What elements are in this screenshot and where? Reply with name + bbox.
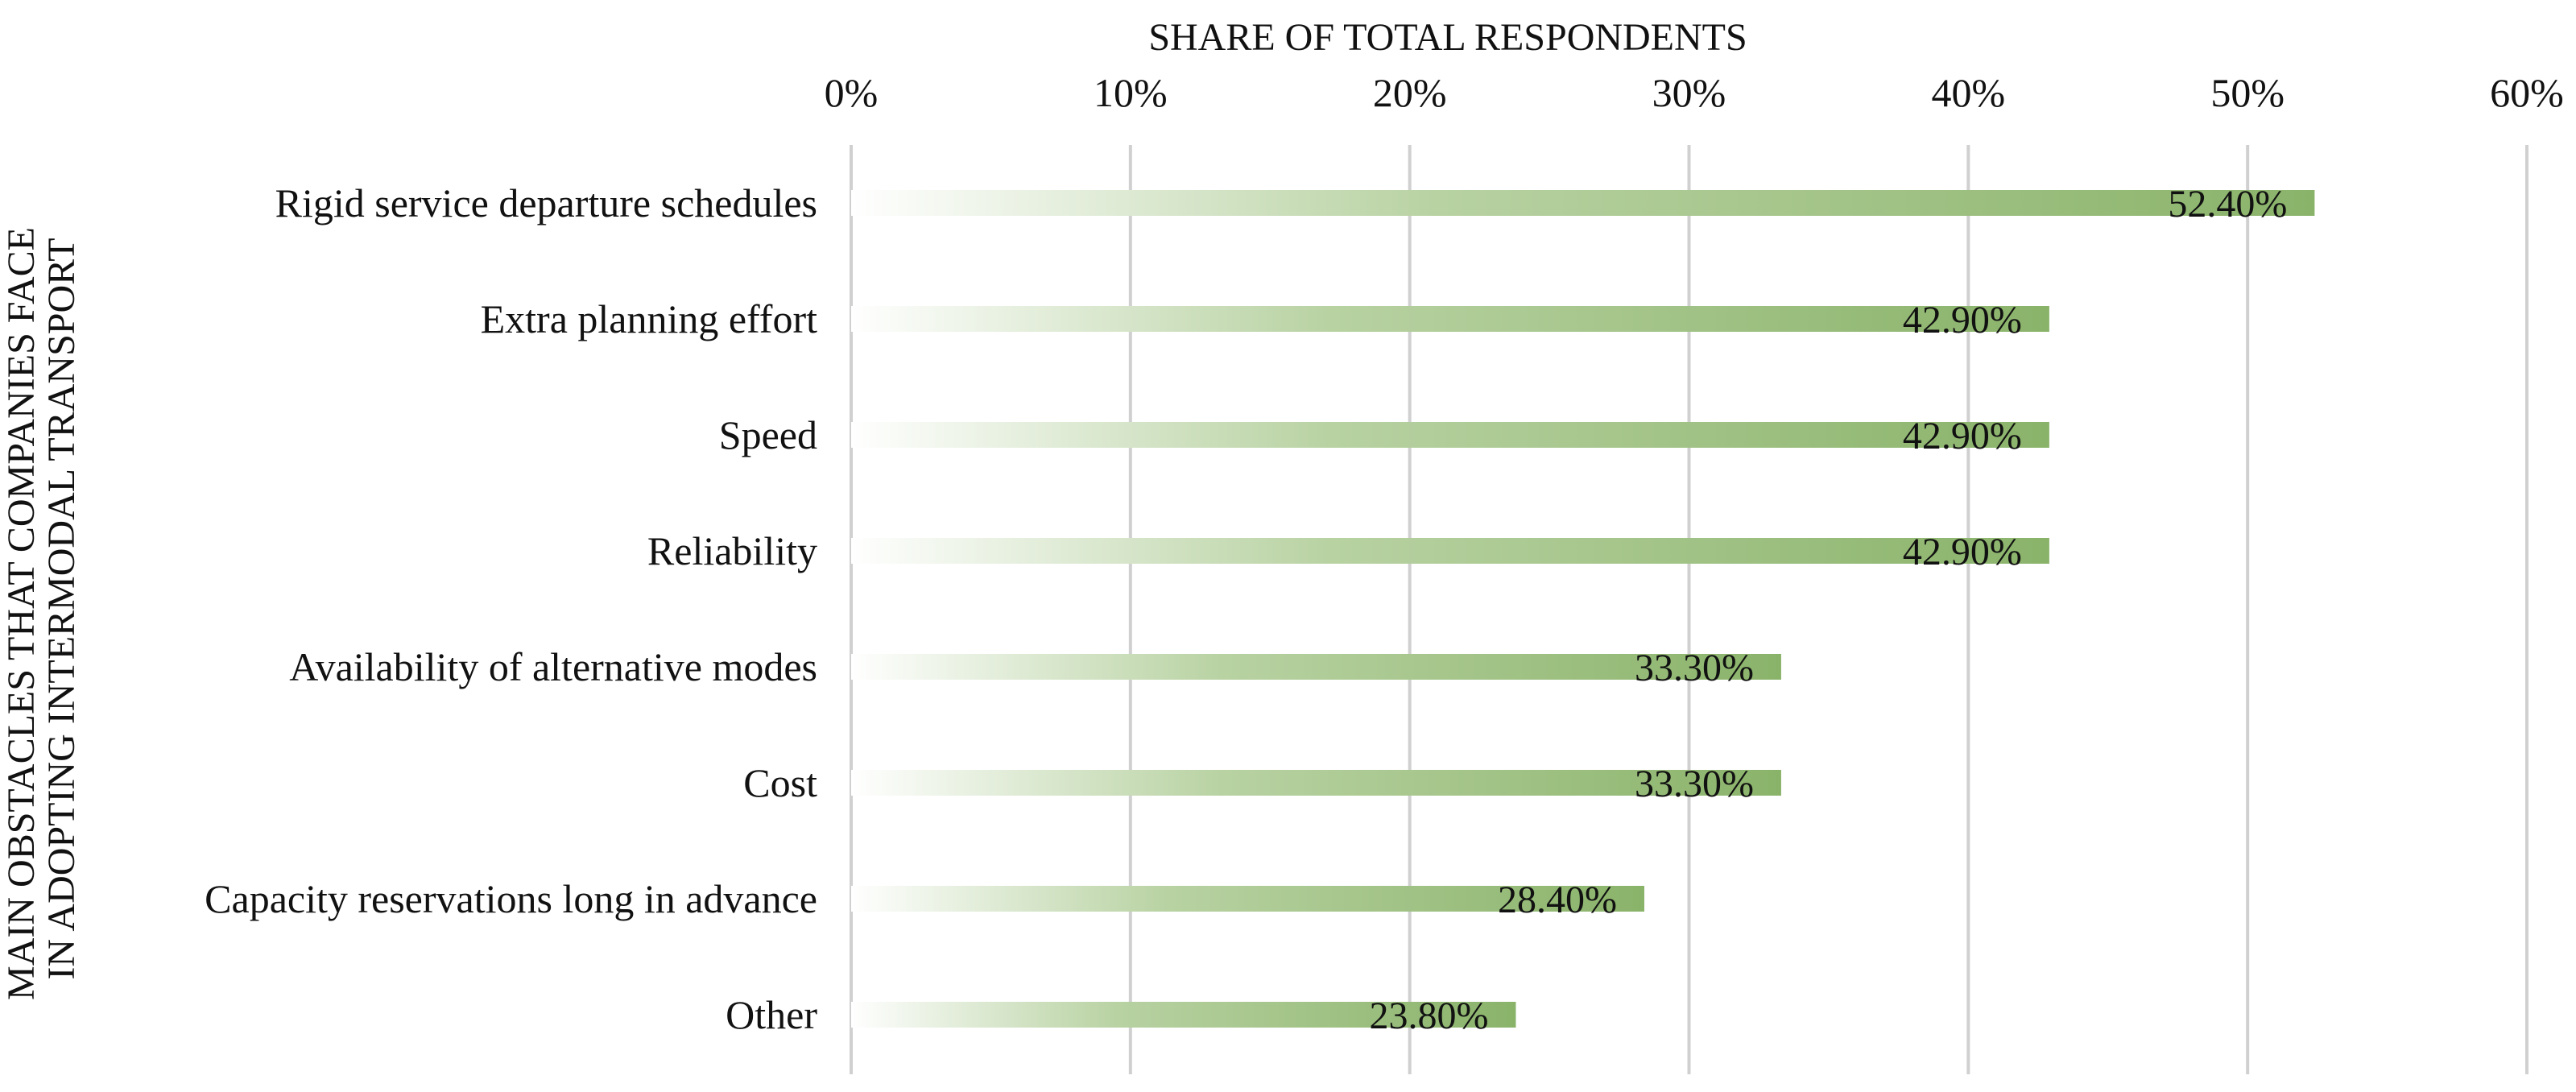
data-label: 52.40% <box>2168 183 2287 225</box>
bar <box>851 886 1645 912</box>
x-axis-title: SHARE OF TOTAL RESPONDENTS <box>1148 16 1747 59</box>
category-label: Rigid service departure schedules <box>275 180 817 225</box>
category-label: Availability of alternative modes <box>289 644 817 689</box>
bar <box>851 1002 1516 1028</box>
x-tick-label: 20% <box>1373 70 1447 115</box>
data-label: 42.90% <box>1903 531 2022 573</box>
bar <box>851 770 1781 796</box>
x-tick-label: 30% <box>1652 70 1726 115</box>
x-tick-label: 10% <box>1094 70 1168 115</box>
category-label: Reliability <box>647 528 817 573</box>
data-label: 42.90% <box>1903 299 2022 341</box>
data-label: 42.90% <box>1903 415 2022 457</box>
data-label: 33.30% <box>1635 763 1754 805</box>
x-tick-label: 40% <box>1932 70 2006 115</box>
bar <box>851 306 2049 332</box>
bar <box>851 422 2049 448</box>
category-label: Cost <box>743 760 817 805</box>
category-label: Capacity reservations long in advance <box>205 876 817 921</box>
y-axis-title: MAIN OBSTACLES THAT COMPANIES FACE IN AD… <box>0 217 83 1000</box>
y-axis-title-line-2: IN ADOPTING INTERMODAL TRANSPORT <box>40 238 83 979</box>
category-label: Other <box>726 992 817 1037</box>
category-label: Extra planning effort <box>481 296 817 341</box>
category-label: Speed <box>719 412 817 457</box>
bar <box>851 654 1781 680</box>
bar <box>851 538 2049 564</box>
data-label: 28.40% <box>1498 879 1617 921</box>
x-tick-label: 50% <box>2210 70 2284 115</box>
x-tick-label: 60% <box>2490 70 2564 115</box>
bar <box>851 190 2315 216</box>
data-label: 33.30% <box>1635 647 1754 689</box>
x-tick-label: 0% <box>825 70 879 115</box>
y-axis-title-line-1: MAIN OBSTACLES THAT COMPANIES FACE <box>0 227 43 1000</box>
data-label: 23.80% <box>1369 995 1488 1037</box>
